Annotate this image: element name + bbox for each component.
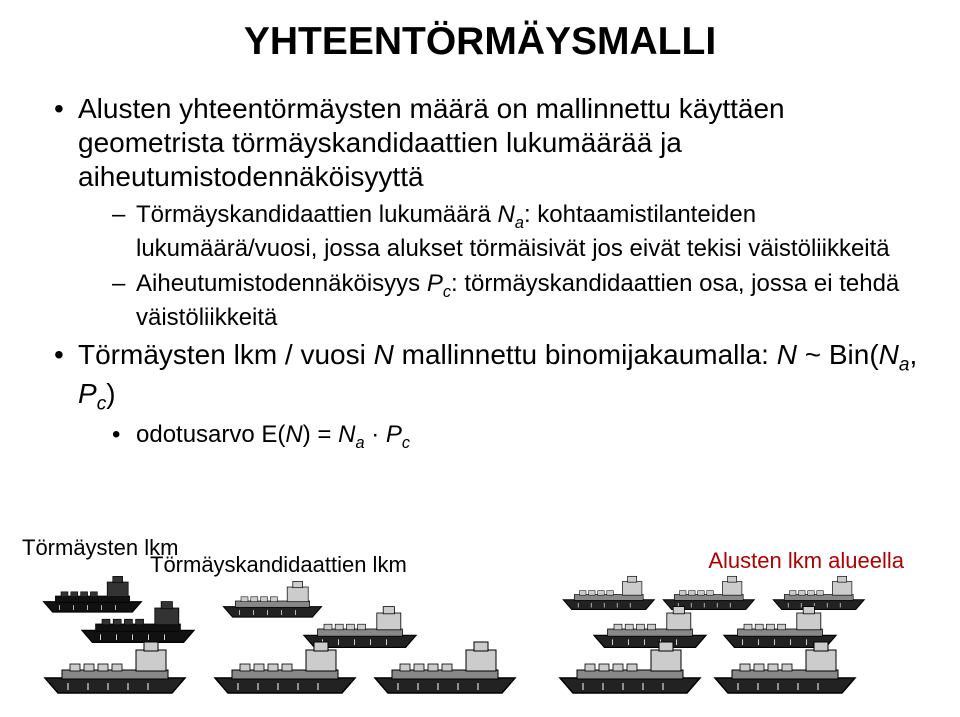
b2-close: ) bbox=[106, 378, 115, 409]
slide-title: YHTEENTÖRMÄYSMALLI bbox=[40, 20, 920, 64]
ship-icon bbox=[710, 640, 860, 695]
bullet-1-sub-1: Törmäyskandidaattien lukumäärä Na: kohta… bbox=[112, 200, 920, 263]
b2-arg1-sub: a bbox=[899, 355, 910, 376]
ship-icon bbox=[40, 640, 190, 695]
ship-icon bbox=[78, 600, 198, 644]
ship-icon bbox=[210, 640, 360, 695]
b1s1-sub: a bbox=[515, 214, 524, 232]
b1s2-sub: c bbox=[443, 283, 451, 301]
b1s2-var: P bbox=[427, 270, 443, 297]
b2s1-t2: P bbox=[386, 421, 402, 448]
ship bbox=[40, 640, 190, 700]
b2-mid: mallinnettu binomijakaumalla: bbox=[394, 339, 777, 370]
ship bbox=[555, 640, 705, 700]
ship bbox=[710, 640, 860, 700]
b2-arg2-sub: c bbox=[97, 394, 107, 415]
b2-tilde: ~ Bin( bbox=[797, 339, 879, 370]
b1s1-var: N bbox=[498, 201, 515, 228]
b2-var: N bbox=[374, 339, 394, 370]
bullet-1-text: Alusten yhteentörmäysten määrä on mallin… bbox=[78, 93, 785, 192]
ship bbox=[210, 640, 360, 700]
b2s1-t2-sub: c bbox=[402, 434, 410, 452]
b1s2-prefix: Aiheutumistodennäköisyys bbox=[136, 270, 427, 297]
b2s1-pre: odotusarvo E( bbox=[136, 421, 285, 448]
bullet-1-sub-2: Aiheutumistodennäköisyys Pc: törmäyskand… bbox=[112, 269, 920, 332]
ship-icon bbox=[370, 640, 520, 695]
ship-icon bbox=[555, 640, 705, 695]
b2s1-N: N bbox=[285, 421, 302, 448]
b2s1-t1-sub: a bbox=[355, 434, 364, 452]
bullet-1-sub: Törmäyskandidaattien lukumäärä Na: kohta… bbox=[78, 200, 920, 332]
bullet-list: Alusten yhteentörmäysten määrä on mallin… bbox=[40, 92, 920, 454]
callout-ships-area: Alusten lkm alueella bbox=[708, 548, 904, 574]
bullet-2-sub: odotusarvo E(N) = Na · Pc bbox=[78, 420, 920, 454]
bullet-1: Alusten yhteentörmäysten määrä on mallin… bbox=[54, 92, 920, 332]
slide: YHTEENTÖRMÄYSMALLI Alusten yhteentörmäys… bbox=[0, 0, 960, 717]
b2s1-t1: N bbox=[338, 421, 355, 448]
b2s1-mid: ) = bbox=[303, 421, 338, 448]
b2-eq-lhs: N bbox=[777, 339, 797, 370]
b2-arg1: N bbox=[879, 339, 899, 370]
b2s1-dot: · bbox=[365, 421, 386, 448]
bullet-2: Törmäysten lkm / vuosi N mallinnettu bin… bbox=[54, 338, 920, 453]
b2-arg2: P bbox=[78, 378, 97, 409]
callout-candidates: Törmäyskandidaattien lkm bbox=[150, 552, 407, 578]
b2-prefix: Törmäysten lkm / vuosi bbox=[78, 339, 374, 370]
bullet-2-sub-1: odotusarvo E(N) = Na · Pc bbox=[112, 420, 920, 454]
ship bbox=[370, 640, 520, 700]
b2-comma: , bbox=[910, 339, 918, 370]
b1s1-prefix: Törmäyskandidaattien lukumäärä bbox=[136, 201, 498, 228]
